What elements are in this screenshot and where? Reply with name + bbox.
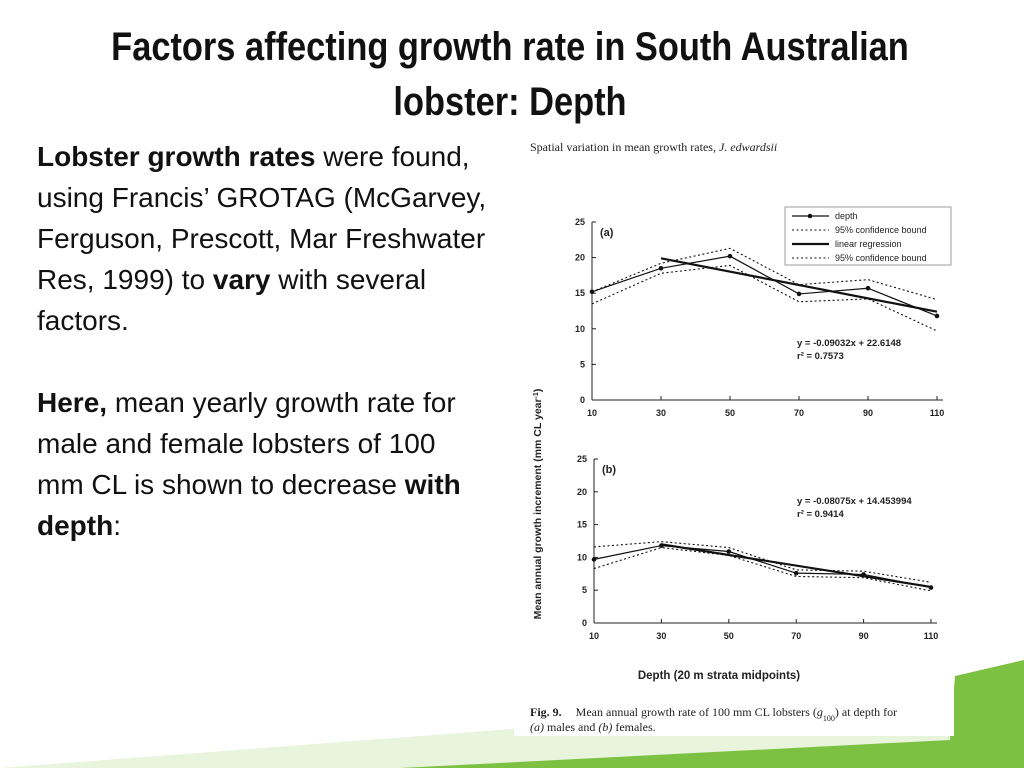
x-tick-label: 10 [589, 631, 599, 641]
chart-panel-a: 0 5 10 15 20 25 10 30 50 70 90 110 (a) y = -0.09032x … [575, 206, 952, 418]
data-point [591, 557, 597, 562]
bold-lead-growth-rates: Lobster growth rates [37, 141, 316, 172]
y-tick-label: 0 [580, 395, 585, 405]
panel-label: (b) [602, 464, 616, 476]
y-tick-label: 10 [575, 324, 585, 334]
series-line-dotted [593, 541, 932, 583]
bold-with-depth: with depth [37, 469, 461, 541]
x-tick-label: 10 [587, 408, 597, 418]
y-tick-label: 20 [577, 487, 587, 497]
regression-annotation: y = -0.09032x + 22.6148 [797, 338, 901, 349]
legend-entry: 95% confidence bound [835, 253, 927, 263]
x-tick-label: 70 [791, 631, 801, 641]
legend-entry: linear regression [835, 239, 902, 249]
series-line-solid-marker [591, 255, 938, 317]
bold-here: Here, [37, 387, 108, 418]
figure-panel: Spatial variation in mean growth rates, … [514, 134, 954, 736]
slide-title-line1: Factors affecting growth rate in South A… [111, 25, 909, 69]
series-line-dotted [593, 547, 932, 592]
x-tick-label: 50 [724, 631, 734, 641]
data-point [658, 265, 664, 271]
y-tick-label: 25 [575, 217, 585, 227]
legend-box [784, 206, 952, 266]
figure-caption-line1: Fig. 9. Mean annual growth rate of 100 mm… [530, 705, 897, 723]
data-point [796, 291, 802, 297]
y-tick-label: 15 [575, 288, 585, 298]
legend-entry: depth [835, 211, 858, 221]
series-line-thick [661, 543, 932, 589]
data-point [727, 253, 733, 259]
figure-caption-line2: (a) males and (b) females. [530, 720, 656, 734]
y-tick-label: 5 [580, 359, 585, 369]
x-tick-label: 110 [930, 408, 945, 418]
paragraph-here: Here, mean yearly growth rate for male a… [37, 382, 487, 546]
y-tick-label: 20 [575, 253, 585, 263]
y-tick-label: 25 [577, 454, 587, 464]
y-tick-label: 0 [582, 618, 587, 628]
x-tick-label: 30 [656, 631, 666, 641]
regression-annotation: r² = 0.7573 [797, 351, 844, 362]
legend-entry: 95% confidence bound [835, 225, 927, 235]
bold-vary: vary [212, 264, 271, 295]
series-line-thick [660, 257, 938, 313]
green-wedge [400, 660, 1024, 768]
para1-text-a: were found, using Francis’ GROTAG (McGar… [37, 141, 487, 295]
legend-marker [807, 213, 813, 219]
body-text: Lobster growth rates were found, using F… [37, 136, 487, 546]
chart-panel-b: 0 5 10 15 20 25 10 30 50 70 90 110 (b) y = -0.08075x … [577, 454, 938, 641]
para2-text-a: mean yearly growth rate for male and fem… [37, 387, 456, 500]
y-tick-label: 5 [582, 585, 587, 595]
x-tick-label: 70 [794, 408, 804, 418]
para2-text-b: : [113, 510, 121, 541]
y-axis-label: Mean annual growth increment (mm CL year… [532, 389, 544, 620]
x-tick-label: 30 [656, 408, 666, 418]
data-point [793, 570, 799, 576]
x-tick-label: 90 [859, 631, 869, 641]
figure-header: Spatial variation in mean growth rates, … [530, 140, 777, 154]
x-tick-label: 90 [863, 408, 873, 418]
slide-title-line2: lobster: Depth [393, 80, 627, 124]
y-tick-label: 15 [577, 520, 587, 530]
para1-text-b: with several factors. [37, 264, 427, 336]
paragraph-findings: Lobster growth rates were found, using F… [37, 136, 487, 341]
data-point [934, 313, 940, 319]
panel-label: (a) [600, 227, 614, 239]
x-axis-label: Depth (20 m strata midpoints) [638, 670, 800, 682]
series-line-solid-marker [593, 544, 932, 589]
x-tick-label: 110 [924, 631, 939, 641]
regression-annotation: r² = 0.9414 [797, 509, 844, 520]
y-tick-label: 10 [577, 552, 587, 562]
regression-annotation: y = -0.08075x + 14.453994 [797, 496, 912, 507]
data-point [865, 285, 871, 291]
x-tick-label: 50 [725, 408, 735, 418]
slide-title: Factors affecting growth rate in South A… [106, 20, 914, 130]
data-point [726, 549, 732, 554]
growth-chart: Spatial variation in mean growth rates, … [530, 140, 952, 734]
